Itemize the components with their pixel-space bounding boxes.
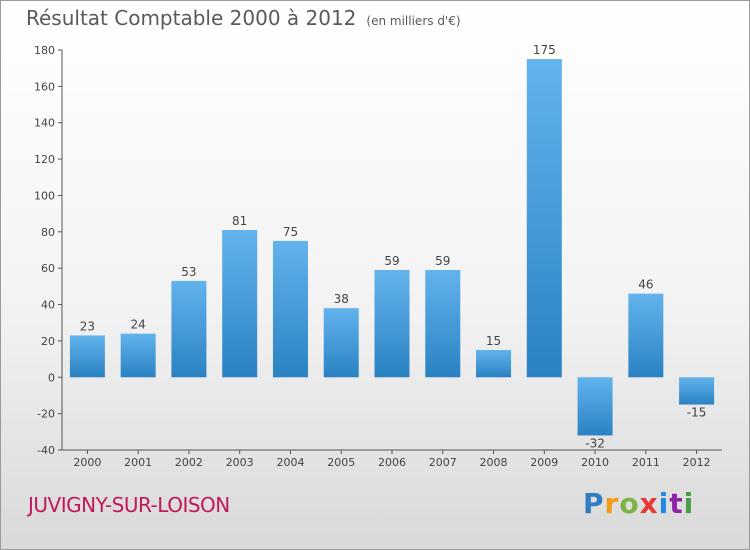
data-label-2010: -32 (585, 436, 605, 450)
logo-letter: P (583, 487, 605, 520)
bars (69, 59, 715, 436)
data-label-2000: 23 (80, 319, 95, 333)
logo-letter: o (619, 487, 640, 520)
y-tick-label: -20 (37, 408, 55, 421)
y-tick-label: 160 (34, 80, 55, 93)
logo-letter: r (604, 487, 620, 520)
y-tick-label: -40 (37, 444, 55, 457)
bar-2003 (222, 230, 258, 378)
axes: -40 -20 0 20 40 60 80 100 120 140 160 180 2000 2001 20… (34, 44, 722, 469)
data-label-2002: 53 (181, 265, 196, 279)
title-text: Résultat Comptable 2000 à 2012 (26, 6, 357, 30)
bar-2000 (69, 335, 105, 378)
data-label-2005: 38 (334, 292, 349, 306)
data-label-2009: 175 (533, 43, 556, 57)
y-tick-label: 120 (34, 153, 55, 166)
bar-2002 (171, 280, 207, 378)
logo-letter: t (669, 487, 684, 520)
x-tick-label-2004: 2004 (276, 456, 304, 469)
x-tick-label-2009: 2009 (530, 456, 558, 469)
chart-title: Résultat Comptable 2000 à 2012 (en millie… (26, 6, 461, 30)
proxiti-logo[interactable]: Proxiti (583, 487, 694, 520)
data-label-2001: 24 (131, 318, 146, 332)
x-tick-label-2011: 2011 (632, 456, 660, 469)
y-tick-label: 20 (41, 335, 55, 348)
city-name: JUVIGNY-SUR-LOISON (28, 493, 230, 517)
data-label-2004: 75 (283, 225, 298, 239)
bar-2008 (476, 350, 512, 378)
bar-2011 (628, 293, 664, 378)
bar-2009 (526, 59, 562, 378)
logo-letter: i (658, 487, 670, 520)
data-labels: 23 24 53 81 75 38 59 59 15 175 -32 46 -15 (80, 43, 707, 450)
y-tick-label: 180 (34, 44, 55, 57)
x-tick-label-2001: 2001 (124, 456, 152, 469)
x-tick-label-2003: 2003 (226, 456, 254, 469)
bar-2006 (374, 270, 410, 378)
x-tick-label-2007: 2007 (429, 456, 457, 469)
data-label-2011: 46 (638, 278, 653, 292)
x-tick-label-2012: 2012 (683, 456, 711, 469)
data-label-2003: 81 (232, 214, 247, 228)
logo-letter: x (639, 487, 659, 520)
x-tick-label-2005: 2005 (327, 456, 355, 469)
x-tick-label-2006: 2006 (378, 456, 406, 469)
bar-2010 (577, 377, 613, 436)
bar-2004 (272, 240, 308, 378)
x-tick-label-2002: 2002 (175, 456, 203, 469)
y-tick-label: 100 (34, 189, 55, 202)
x-tick-label-2010: 2010 (581, 456, 609, 469)
data-label-2012: -15 (687, 406, 707, 420)
y-tick-label: 140 (34, 117, 55, 130)
data-label-2007: 59 (435, 254, 450, 268)
data-label-2008: 15 (486, 334, 501, 348)
logo-letter: i (683, 487, 695, 520)
x-tick-label-2008: 2008 (480, 456, 508, 469)
x-tick-label-2000: 2000 (73, 456, 101, 469)
bar-2001 (120, 333, 156, 378)
y-tick-label: 40 (41, 299, 55, 312)
bar-2012 (679, 377, 715, 405)
y-tick-label: 80 (41, 226, 55, 239)
unit-note: (en milliers d'€) (366, 14, 461, 28)
data-label-2006: 59 (384, 254, 399, 268)
y-tick-label: 0 (48, 371, 55, 384)
bar-2007 (425, 270, 461, 378)
bar-2005 (323, 308, 359, 378)
y-tick-label: 60 (41, 262, 55, 275)
